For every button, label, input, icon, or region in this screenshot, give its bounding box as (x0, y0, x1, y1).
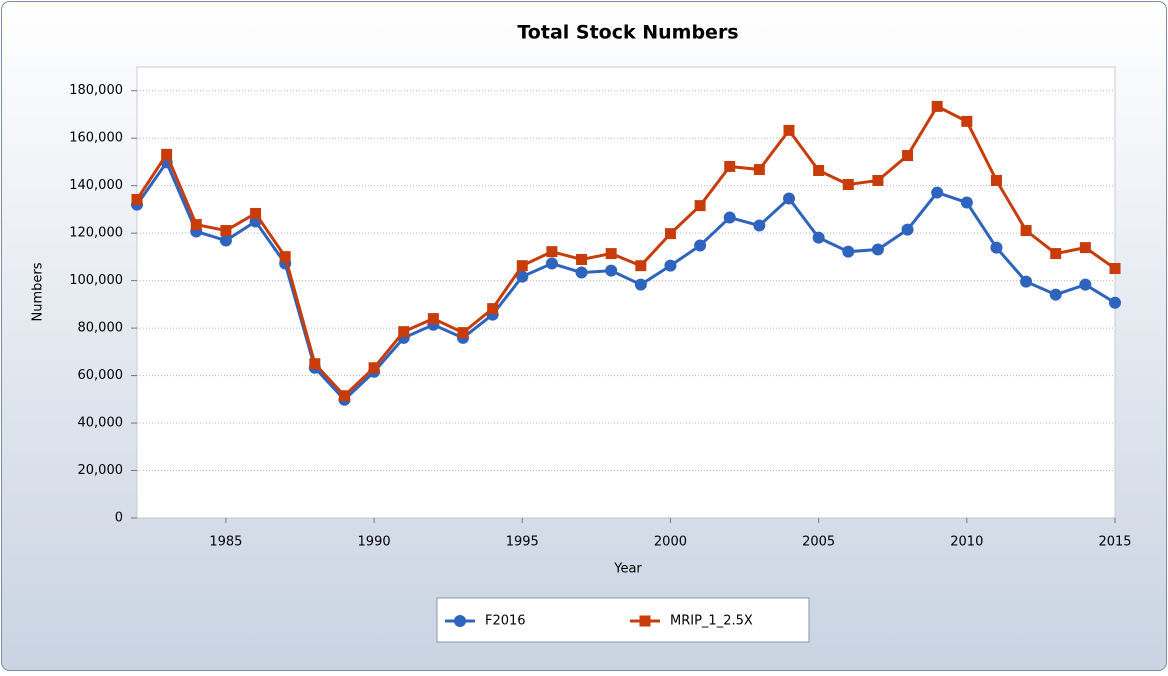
data-point (279, 251, 291, 263)
data-point (960, 196, 973, 209)
legend (436, 597, 810, 643)
data-point (664, 228, 676, 240)
y-tick-label: 40,000 (78, 416, 124, 431)
data-point (813, 164, 825, 176)
data-point (783, 124, 795, 136)
data-point (1079, 278, 1092, 291)
data-point (871, 243, 884, 256)
y-tick-label: 100,000 (69, 273, 123, 288)
x-tick-label: 1985 (209, 535, 242, 550)
x-tick-label: 2010 (950, 535, 983, 550)
y-tick-label: 180,000 (69, 83, 123, 98)
data-point (219, 234, 232, 247)
data-point (605, 248, 617, 260)
data-point (368, 362, 380, 374)
data-point (545, 257, 558, 270)
legend-label: MRIP_1_2.5X (670, 614, 753, 629)
data-point (634, 278, 647, 291)
data-point (338, 390, 350, 402)
x-tick-label: 2000 (654, 535, 687, 550)
data-point (309, 358, 321, 370)
data-point (990, 174, 1002, 186)
data-point (872, 174, 884, 186)
y-tick-label: 160,000 (69, 131, 123, 146)
data-point (724, 160, 736, 172)
data-point (516, 270, 529, 283)
data-point (961, 115, 973, 127)
data-point (902, 150, 914, 162)
data-point (812, 231, 825, 244)
x-tick-label: 2015 (1098, 535, 1131, 550)
data-point (753, 219, 766, 232)
data-point (161, 148, 173, 160)
data-point (1079, 242, 1091, 254)
data-point (1020, 275, 1033, 288)
x-axis-label: Year (613, 562, 642, 577)
legend-marker (454, 615, 466, 627)
y-tick-label: 140,000 (69, 178, 123, 193)
data-point (842, 178, 854, 190)
series-line (135, 104, 1116, 398)
y-tick-label: 120,000 (69, 226, 123, 241)
data-point (487, 303, 499, 315)
data-point (575, 266, 588, 279)
data-point (457, 327, 469, 339)
data-point (220, 225, 232, 237)
chart-title: Total Stock Numbers (517, 22, 738, 44)
data-point (131, 193, 143, 205)
data-point (427, 313, 439, 325)
plot-area (136, 66, 1116, 519)
data-point (1109, 296, 1121, 309)
data-point (1050, 248, 1062, 260)
x-tick-label: 2005 (802, 535, 835, 550)
data-point (1109, 263, 1121, 275)
data-point (250, 207, 262, 219)
y-axis-label: Numbers (31, 262, 46, 321)
data-point (1049, 288, 1062, 301)
data-point (605, 264, 618, 277)
legend-label: F2016 (485, 614, 526, 629)
data-point (901, 223, 914, 236)
x-tick-label: 1990 (358, 535, 391, 550)
data-point (723, 211, 736, 224)
data-point (931, 100, 943, 112)
data-point (635, 260, 647, 272)
data-point (398, 326, 410, 338)
data-point (990, 241, 1003, 254)
legend-marker (639, 615, 651, 627)
data-point (753, 164, 765, 176)
data-point (664, 259, 677, 272)
data-point (516, 260, 528, 272)
data-point (1020, 225, 1032, 237)
data-point (694, 239, 707, 252)
data-point (546, 246, 558, 258)
data-point (783, 192, 795, 205)
y-tick-label: 60,000 (78, 368, 124, 383)
y-tick-label: 20,000 (78, 463, 124, 478)
data-point (576, 254, 588, 266)
data-point (842, 245, 855, 258)
x-tick-label: 1995 (506, 535, 539, 550)
y-tick-label: 0 (115, 511, 123, 526)
data-point (931, 186, 944, 199)
y-tick-label: 80,000 (78, 321, 124, 336)
data-point (190, 219, 202, 231)
data-point (694, 200, 706, 212)
